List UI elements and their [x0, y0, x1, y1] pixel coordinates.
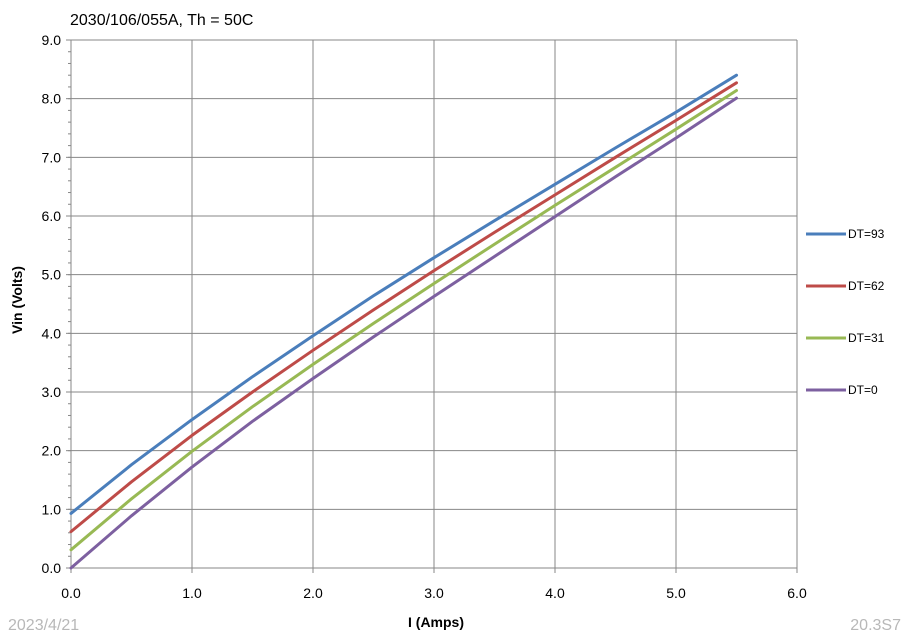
legend-label: DT=0: [848, 383, 878, 397]
y-tick-label: 4.0: [42, 325, 62, 341]
footer-page: 20.3S7: [850, 617, 901, 634]
y-axis-label: Vin (Volts): [9, 266, 25, 334]
y-tick-label: 2.0: [42, 443, 62, 459]
x-tick-label: 6.0: [787, 585, 807, 601]
series-line-dt-62: [69, 81, 738, 534]
y-tick-label: 3.0: [42, 384, 62, 400]
footer-date: 2023/4/21: [8, 617, 80, 634]
y-tick-label: 5.0: [42, 267, 62, 283]
y-tick-label: 6.0: [42, 208, 62, 224]
tick-labels: 0.0 1.0 2.0 3.0 4.0 5.0 6.0 0.0 1.0 2.0 3.0 4.0 5.0 6…: [42, 32, 807, 601]
x-tick-label: 5.0: [666, 585, 686, 601]
legend-label: DT=93: [848, 227, 885, 241]
legend: DT=93 DT=62 DT=31 DT=0: [806, 227, 885, 397]
y-tick-label: 1.0: [42, 501, 62, 517]
grid: [71, 39, 798, 568]
axes: [66, 39, 798, 573]
y-tick-label: 8.0: [42, 91, 62, 107]
y-tick-label: 7.0: [42, 149, 62, 165]
legend-label: DT=62: [848, 279, 885, 293]
x-tick-label: 2.0: [303, 585, 323, 601]
chart-title: 2030/106/055A, Th = 50C: [70, 12, 254, 29]
y-tick-label: 9.0: [42, 32, 62, 48]
y-tick-label: 0.0: [42, 560, 62, 576]
x-tick-label: 0.0: [61, 585, 81, 601]
series-line-dt-31: [69, 89, 738, 552]
legend-label: DT=31: [848, 331, 885, 345]
x-tick-label: 4.0: [545, 585, 565, 601]
series-group: [69, 73, 738, 570]
x-axis-label: I (Amps): [408, 614, 464, 630]
series-line-dt-0: [69, 96, 738, 570]
x-tick-label: 3.0: [424, 585, 444, 601]
series-line-dt-93: [69, 73, 738, 515]
x-tick-label: 1.0: [182, 585, 202, 601]
